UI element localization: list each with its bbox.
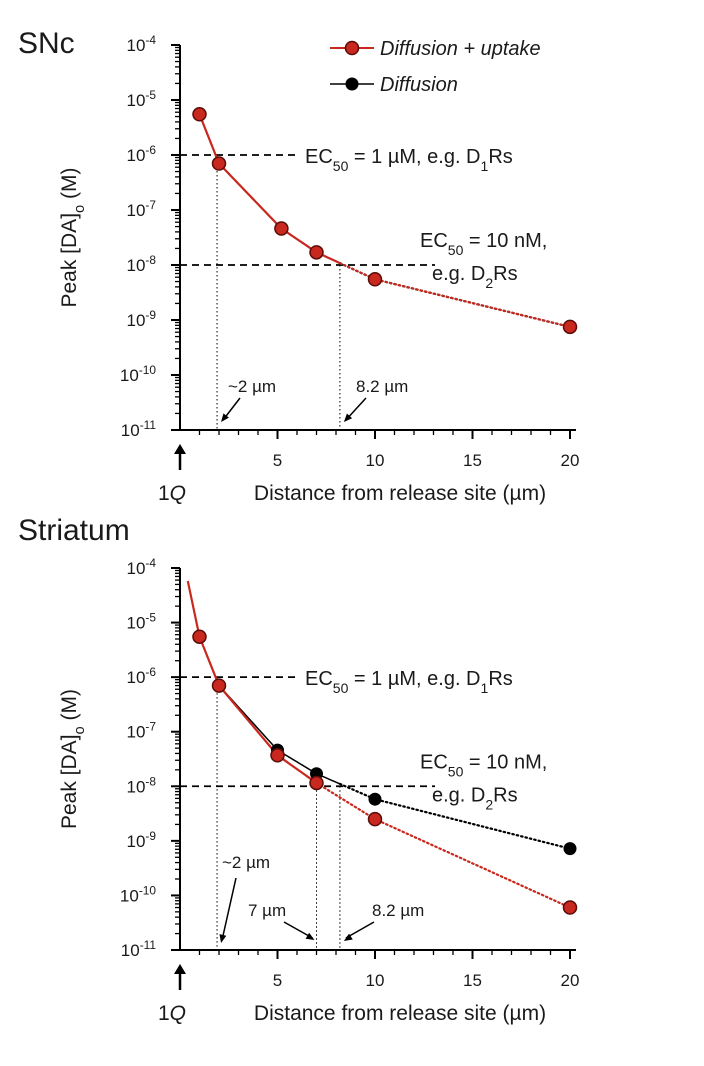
panel-title-snc: SNc — [18, 27, 75, 60]
y-tick-label: 10-10 — [120, 363, 156, 385]
series-line-uptake-solid — [198, 113, 341, 265]
release-site-arrow-head — [174, 444, 186, 454]
y-tick-label: 10-9 — [127, 829, 157, 851]
threshold-label-10nM-line2: e.g. D2Rs — [432, 263, 518, 291]
annotation-arrowhead-8-2um — [343, 933, 353, 941]
annotation-7um: 7 µm — [248, 901, 286, 920]
annotation-8-2um: 8.2 µm — [356, 377, 408, 396]
y-tick-label: 10-11 — [121, 938, 157, 960]
point-diffusion — [563, 842, 577, 856]
y-tick-label: 10-8 — [127, 774, 157, 796]
legend-marker-uptake — [344, 40, 360, 56]
chart-snc: 10-4 10-5 10-6 10-7 10-8 10-9 10-10 10-11 5 10 15 2… — [58, 33, 579, 505]
x-tick-label: 10 — [366, 971, 385, 990]
legend: Diffusion + uptake Diffusion — [330, 38, 541, 96]
y-tick-label: 10-8 — [127, 253, 157, 275]
point-uptake — [309, 245, 324, 260]
y-tick-label: 10-4 — [127, 33, 157, 55]
y-tick-label: 10-5 — [127, 611, 157, 633]
threshold-label-10nM-line1: EC50 = 10 nM, — [420, 230, 547, 258]
series-line-diffusion-solid — [198, 636, 341, 785]
annotation-arrow-2um — [221, 877, 237, 941]
point-uptake — [270, 748, 285, 763]
y-tick-label: 10-9 — [127, 308, 157, 330]
y-tick-label: 10-4 — [127, 556, 157, 578]
threshold-label-1uM: EC50 = 1 µM, e.g. D1Rs — [305, 668, 513, 696]
release-site-arrow-head — [174, 964, 186, 974]
threshold-label-1uM: EC50 = 1 µM, e.g. D1Rs — [305, 146, 513, 174]
point-uptake — [562, 900, 578, 915]
x-tick-label: 10 — [366, 451, 385, 470]
point-uptake — [367, 272, 383, 287]
point-uptake — [274, 221, 289, 236]
x-tick-label: 15 — [463, 971, 482, 990]
legend-marker-diffusion — [345, 77, 359, 91]
point-uptake — [211, 678, 227, 693]
point-uptake — [562, 319, 578, 335]
x-tick-label: 5 — [273, 971, 282, 990]
threshold-label-10nM-line1: EC50 = 10 nM, — [420, 751, 547, 779]
panel-title-striatum: Striatum — [18, 514, 130, 547]
x-origin-label: 1Q — [158, 482, 186, 505]
series-line-uptake-dotted — [315, 781, 572, 909]
annotation-arrowhead-8-2um — [343, 413, 353, 422]
y-tick-label: 10-6 — [127, 143, 157, 165]
point-uptake — [192, 107, 207, 122]
x-tick-label: 20 — [561, 971, 580, 990]
annotation-arrowhead-2um — [219, 934, 227, 943]
legend-label-diffusion: Diffusion — [380, 74, 458, 96]
point-uptake — [367, 811, 383, 827]
annotation-arrow-8-2um — [345, 921, 375, 939]
chart-striatum: 10-4 10-5 10-6 10-7 10-8 10-9 10-10 10-11 5 10 15 2… — [58, 556, 579, 1025]
y-tick-label: 10-7 — [127, 720, 157, 742]
x-tick-label: 5 — [273, 451, 282, 470]
x-axis-label: Distance from release site (µm) — [254, 482, 546, 505]
y-tick-label: 10-7 — [127, 198, 157, 220]
annotation-2um: ~2 µm — [228, 377, 276, 396]
y-tick-label: 10-11 — [121, 418, 157, 440]
legend-label-uptake: Diffusion + uptake — [380, 38, 541, 60]
x-tick-label: 20 — [561, 451, 580, 470]
threshold-label-10nM-line2: e.g. D2Rs — [432, 784, 518, 812]
point-uptake — [211, 156, 227, 171]
point-diffusion — [368, 792, 382, 806]
annotation-arrowhead-7um — [305, 932, 315, 940]
y-axis-label: Peak [DA]o (M) — [58, 167, 88, 307]
annotation-8-2um: 8.2 µm — [372, 901, 424, 920]
point-uptake — [192, 629, 207, 644]
x-tick-label: 15 — [463, 451, 482, 470]
y-tick-label: 10-5 — [127, 88, 157, 110]
series-line-diffusion-solid — [198, 114, 341, 264]
series-line-uptake-solid — [186, 580, 318, 784]
y-axis-label: Peak [DA]o (M) — [58, 689, 88, 829]
y-tick-label: 10-6 — [127, 665, 157, 687]
x-axis-label: Distance from release site (µm) — [254, 1002, 546, 1025]
annotation-2um: ~2 µm — [222, 853, 270, 872]
point-uptake — [309, 775, 324, 791]
x-origin-label: 1Q — [158, 1002, 186, 1025]
y-tick-label: 10-10 — [120, 883, 156, 905]
annotation-arrowhead-2um — [221, 413, 229, 422]
